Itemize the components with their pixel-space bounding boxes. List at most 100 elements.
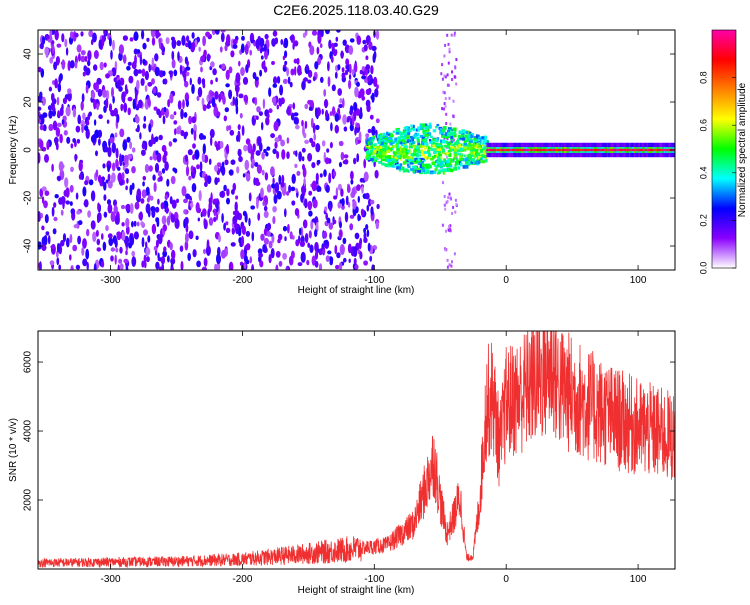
noise-cell bbox=[278, 98, 283, 107]
signal-cell bbox=[421, 163, 425, 168]
colorbar: 0.00.20.40.60.8 Normalized spectral ampl… bbox=[698, 29, 748, 274]
noise-cell bbox=[286, 151, 290, 159]
noise-cell bbox=[70, 208, 76, 215]
line-core-cell bbox=[500, 148, 503, 152]
noise-cell bbox=[357, 213, 361, 222]
noise-cell bbox=[115, 247, 119, 253]
noise-cell bbox=[303, 177, 306, 187]
signal-cell bbox=[405, 169, 409, 173]
signal-cell bbox=[432, 138, 437, 141]
signal-cell bbox=[377, 134, 380, 138]
signal-cell bbox=[396, 166, 399, 170]
noise-cell bbox=[203, 218, 207, 227]
x-tick-label: -200 bbox=[232, 574, 252, 585]
signal-cell bbox=[384, 163, 388, 168]
signal-cell bbox=[365, 140, 370, 144]
noise-cell bbox=[83, 125, 89, 131]
noise-cell bbox=[315, 143, 321, 153]
signal-cell bbox=[390, 147, 394, 151]
noise-cell bbox=[262, 244, 267, 253]
signal-cell bbox=[407, 128, 410, 132]
noise-cell bbox=[149, 156, 153, 161]
noise-cell bbox=[271, 38, 276, 47]
signal-cell bbox=[441, 131, 444, 135]
noise-cell bbox=[370, 65, 374, 75]
noise-cell bbox=[62, 97, 67, 105]
noise-cell bbox=[235, 72, 241, 84]
signal-cell bbox=[419, 123, 422, 126]
line-core-cell bbox=[543, 148, 546, 152]
noise-cell bbox=[181, 185, 187, 197]
noise-cell bbox=[80, 120, 86, 127]
signal-cell bbox=[453, 146, 457, 150]
noise-cell bbox=[270, 133, 275, 139]
noise-cell bbox=[133, 31, 139, 41]
noise-cell bbox=[182, 99, 185, 110]
noise-cell bbox=[348, 74, 352, 80]
noise-cell bbox=[214, 263, 218, 270]
noise-cell bbox=[197, 76, 202, 85]
noise-cell bbox=[311, 141, 316, 148]
noise-cell bbox=[123, 102, 128, 113]
signal-cell bbox=[463, 154, 466, 157]
signal-cell bbox=[440, 160, 444, 164]
signal-cell bbox=[453, 166, 457, 171]
noise-cell bbox=[82, 71, 86, 77]
noise-cell bbox=[163, 106, 167, 113]
noise-cell bbox=[291, 173, 296, 184]
noise-cell bbox=[276, 190, 282, 200]
noise-cell bbox=[315, 124, 320, 131]
signal-cell bbox=[447, 145, 451, 149]
noise-cell bbox=[129, 184, 133, 196]
noise-cell bbox=[343, 257, 347, 263]
noise-cell bbox=[65, 106, 71, 117]
signal-cell bbox=[484, 140, 488, 143]
noise-cell bbox=[122, 165, 126, 171]
noise-cell bbox=[304, 103, 309, 110]
noise-cell bbox=[46, 140, 50, 150]
noise-cell bbox=[115, 147, 119, 159]
signal-cell bbox=[459, 147, 464, 151]
noise-cell bbox=[131, 250, 135, 257]
noise-cell bbox=[289, 35, 295, 41]
noise-cell bbox=[261, 151, 265, 160]
noise-cell bbox=[80, 55, 86, 63]
noise-cell bbox=[185, 165, 190, 177]
noise-cell bbox=[446, 258, 449, 262]
noise-cell bbox=[444, 97, 447, 101]
noise-cell bbox=[337, 88, 343, 96]
noise-cell bbox=[192, 143, 196, 149]
noise-cell bbox=[155, 261, 160, 270]
signal-cell bbox=[386, 131, 389, 136]
noise-cell bbox=[131, 182, 135, 190]
noise-cell bbox=[333, 42, 338, 47]
noise-cell bbox=[49, 260, 55, 266]
noise-cell bbox=[255, 115, 259, 121]
noise-cell bbox=[188, 175, 192, 181]
signal-cell bbox=[415, 167, 420, 171]
noise-cell bbox=[314, 250, 319, 260]
noise-cell bbox=[307, 152, 313, 162]
noise-cell bbox=[312, 199, 318, 209]
signal-cell bbox=[462, 165, 466, 169]
line-core-cell bbox=[541, 148, 544, 152]
noise-cell bbox=[176, 198, 179, 203]
noise-cell bbox=[325, 255, 330, 262]
line-core-cell bbox=[571, 148, 574, 152]
noise-cell bbox=[311, 218, 317, 223]
noise-cell bbox=[294, 66, 297, 76]
noise-cell bbox=[219, 141, 224, 149]
noise-cell bbox=[263, 237, 269, 245]
signal-cell bbox=[474, 161, 478, 165]
signal-cell bbox=[407, 160, 412, 163]
noise-cell bbox=[221, 249, 226, 259]
noise-cell bbox=[61, 119, 65, 125]
noise-cell bbox=[330, 257, 334, 263]
signal-cell bbox=[372, 155, 375, 159]
noise-cell bbox=[80, 101, 84, 111]
line-core-cell bbox=[533, 148, 536, 152]
signal-cell bbox=[370, 151, 374, 155]
noise-cell bbox=[77, 235, 81, 245]
noise-cell bbox=[449, 227, 452, 231]
signal-cell bbox=[417, 142, 420, 146]
